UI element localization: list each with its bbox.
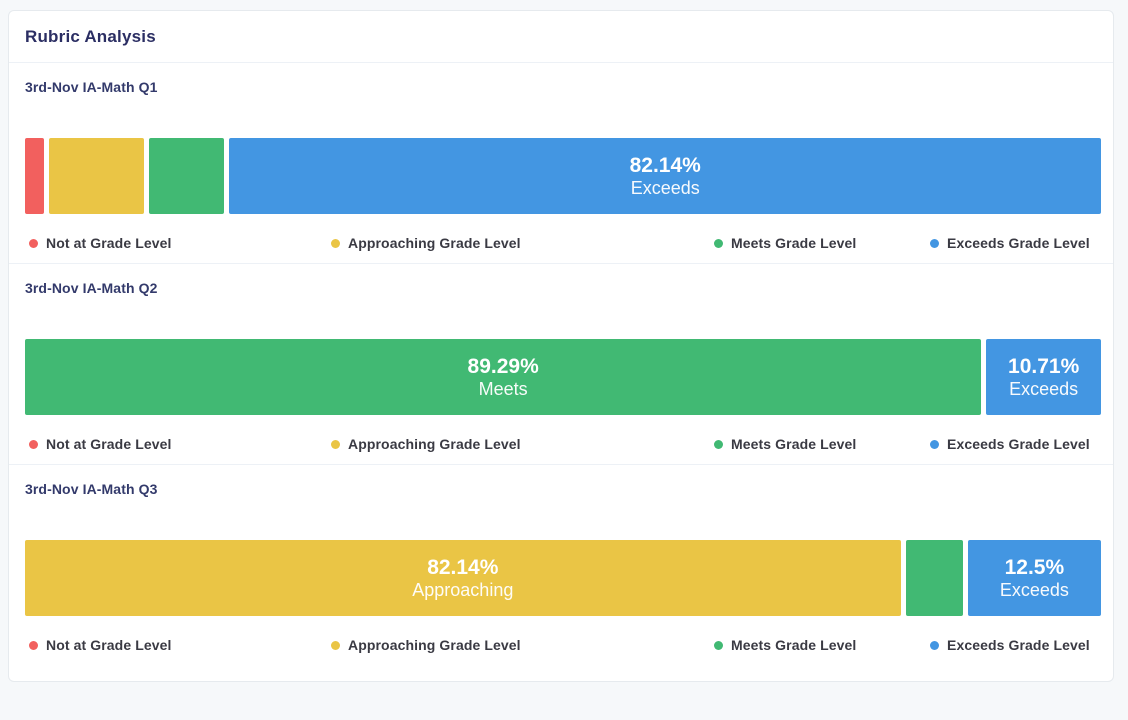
bar-segment[interactable]: 89.29% Meets [25, 339, 982, 415]
segment-level-label: Meets [478, 379, 528, 399]
panel-title: Rubric Analysis [25, 26, 156, 46]
legend-label: Exceeds Grade Level [947, 235, 1090, 251]
panel-header: Rubric Analysis [9, 11, 1113, 63]
segment-percent-label: 12.5% [1004, 556, 1065, 579]
stacked-bar: 82.14% Exceeds [25, 138, 1101, 214]
legend-label: Not at Grade Level [46, 637, 172, 653]
legend-item[interactable]: Approaching Grade Level [331, 436, 714, 452]
legend-item[interactable]: Exceeds Grade Level [930, 235, 1101, 251]
legend-item[interactable]: Not at Grade Level [29, 235, 331, 251]
bar-segment[interactable]: 82.14% Approaching [25, 540, 901, 616]
legend-label: Approaching Grade Level [348, 436, 521, 452]
bar-segment[interactable] [148, 138, 225, 214]
legend-dot-icon [714, 640, 723, 650]
bar-segment[interactable]: 10.71% Exceeds [986, 339, 1101, 415]
legend-dot-icon [930, 439, 939, 449]
rubric-section: 3rd-Nov IA-Math Q3 82.14% Approaching 12.5%… [9, 465, 1113, 681]
legend-item[interactable]: Meets Grade Level [714, 637, 930, 653]
chart-title: 3rd-Nov IA-Math Q2 [25, 280, 158, 296]
legend-dot-icon [714, 439, 723, 449]
rubric-sections: 3rd-Nov IA-Math Q1 82.14% Exceeds Not at Gr… [9, 63, 1113, 681]
legend-dot-icon [930, 238, 939, 248]
rubric-section: 3rd-Nov IA-Math Q1 82.14% Exceeds Not at Gr… [9, 63, 1113, 264]
bar-segment[interactable] [905, 540, 963, 616]
chart-legend: Not at Grade Level Approaching Grade Leve… [25, 235, 1101, 251]
legend-label: Meets Grade Level [731, 235, 857, 251]
rubric-analysis-panel: Rubric Analysis 3rd-Nov IA-Math Q1 82.14%… [8, 10, 1114, 682]
chart-legend: Not at Grade Level Approaching Grade Leve… [25, 436, 1101, 452]
legend-dot-icon [331, 640, 340, 650]
stacked-bar: 82.14% Approaching 12.5% Exceeds [25, 540, 1101, 616]
rubric-section: 3rd-Nov IA-Math Q2 89.29% Meets 10.71% Excee… [9, 264, 1113, 465]
chart-title: 3rd-Nov IA-Math Q3 [25, 481, 158, 497]
legend-item[interactable]: Meets Grade Level [714, 436, 930, 452]
segment-level-label: Exceeds [630, 178, 700, 198]
bar-segment[interactable]: 12.5% Exceeds [967, 540, 1101, 616]
segment-percent-label: 89.29% [467, 355, 539, 378]
segment-level-label: Approaching [412, 580, 514, 600]
legend-dot-icon [29, 238, 38, 248]
segment-level-label: Exceeds [999, 580, 1069, 600]
legend-label: Exceeds Grade Level [947, 637, 1090, 653]
bar-segment[interactable]: 82.14% Exceeds [229, 138, 1101, 214]
legend-dot-icon [29, 640, 38, 650]
segment-level-label: Exceeds [1009, 379, 1079, 399]
segment-percent-label: 10.71% [1008, 355, 1080, 378]
chart-title: 3rd-Nov IA-Math Q1 [25, 79, 158, 95]
legend-item[interactable]: Approaching Grade Level [331, 637, 714, 653]
bar-segment[interactable] [25, 138, 44, 214]
legend-dot-icon [331, 238, 340, 248]
legend-label: Meets Grade Level [731, 637, 857, 653]
legend-dot-icon [930, 640, 939, 650]
segment-percent-label: 82.14% [629, 154, 701, 177]
legend-item[interactable]: Not at Grade Level [29, 637, 331, 653]
legend-item[interactable]: Exceeds Grade Level [930, 436, 1101, 452]
legend-dot-icon [331, 439, 340, 449]
legend-label: Exceeds Grade Level [947, 436, 1090, 452]
legend-item[interactable]: Not at Grade Level [29, 436, 331, 452]
legend-dot-icon [714, 238, 723, 248]
legend-label: Not at Grade Level [46, 436, 172, 452]
segment-percent-label: 82.14% [427, 556, 499, 579]
bar-segment[interactable] [48, 138, 144, 214]
stacked-bar: 89.29% Meets 10.71% Exceeds [25, 339, 1101, 415]
legend-item[interactable]: Approaching Grade Level [331, 235, 714, 251]
chart-legend: Not at Grade Level Approaching Grade Leve… [25, 637, 1101, 653]
legend-label: Meets Grade Level [731, 436, 857, 452]
legend-item[interactable]: Meets Grade Level [714, 235, 930, 251]
legend-item[interactable]: Exceeds Grade Level [930, 637, 1101, 653]
legend-label: Approaching Grade Level [348, 637, 521, 653]
legend-label: Approaching Grade Level [348, 235, 521, 251]
legend-dot-icon [29, 439, 38, 449]
legend-label: Not at Grade Level [46, 235, 172, 251]
